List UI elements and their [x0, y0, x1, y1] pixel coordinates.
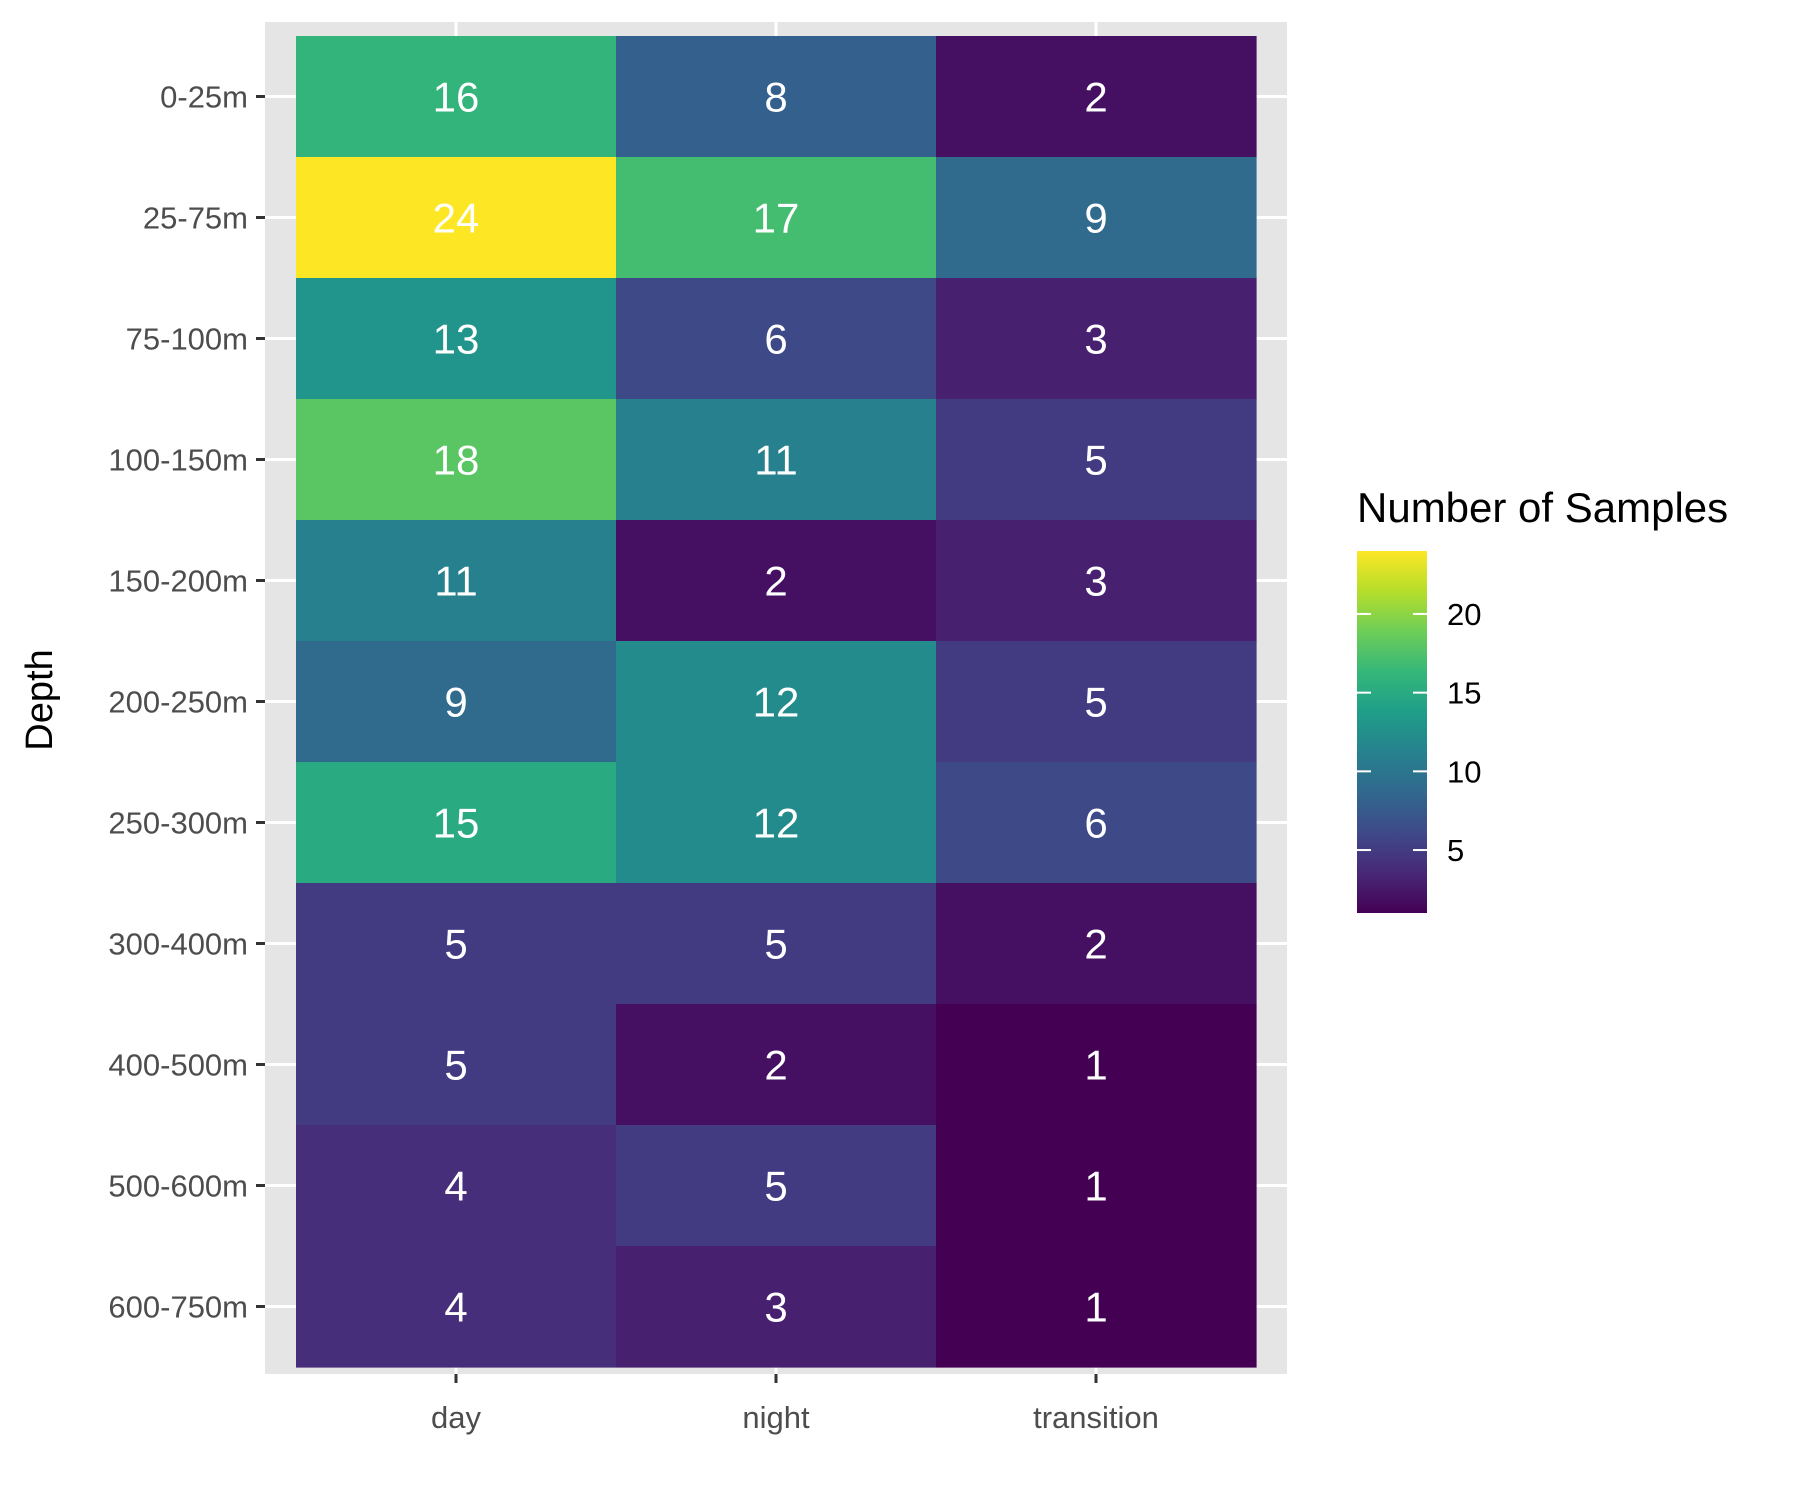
- cell-value-label: 5: [1084, 679, 1107, 726]
- cell-value-label: 4: [444, 1284, 467, 1331]
- y-tick-label: 0-25m: [160, 80, 248, 115]
- heatmap-cell: [936, 520, 1257, 642]
- cell-value-label: 2: [1084, 921, 1107, 968]
- cell-value-label: 5: [764, 921, 787, 968]
- heatmap-cell: [616, 641, 937, 763]
- cell-value-label: 4: [444, 1163, 467, 1210]
- y-tick-label: 300-400m: [108, 927, 248, 962]
- heatmap-cell: [616, 883, 937, 1005]
- x-axis: day night transition: [431, 1374, 1159, 1435]
- cell-value-label: 5: [444, 1042, 467, 1089]
- heatmap-cell: [936, 1246, 1257, 1368]
- cell-value-label: 8: [764, 74, 787, 121]
- cell-value-label: 2: [1084, 74, 1107, 121]
- cell-value-label: 13: [433, 316, 480, 363]
- cell-value-label: 2: [764, 1042, 787, 1089]
- heatmap-cell: [616, 1125, 937, 1247]
- heatmap-cell: [616, 1246, 937, 1368]
- heatmap-cell: [936, 762, 1257, 884]
- cell-value-label: 11: [434, 558, 478, 605]
- y-tick-label: 150-200m: [108, 564, 248, 599]
- cell-value-label: 5: [444, 921, 467, 968]
- legend-title: Number of Samples: [1357, 484, 1728, 531]
- heatmap-cell: [616, 399, 937, 521]
- cell-value-label: 12: [753, 800, 800, 847]
- cell-value-label: 17: [753, 195, 800, 242]
- y-tick-label: 250-300m: [108, 806, 248, 841]
- cell-value-label: 5: [764, 1163, 787, 1210]
- x-tick-label: day: [431, 1400, 481, 1435]
- cell-value-label: 5: [1084, 437, 1107, 484]
- cell-value-label: 1: [1084, 1284, 1107, 1331]
- cell-value-label: 12: [753, 679, 800, 726]
- legend-tick-label: 15: [1447, 676, 1481, 711]
- heatmap-cell: [936, 399, 1257, 521]
- y-tick-label: 200-250m: [108, 685, 248, 720]
- cell-value-label: 15: [433, 800, 480, 847]
- heatmap-cell: [936, 157, 1257, 279]
- heatmap-cell: [296, 278, 617, 400]
- heatmap-cell: [616, 520, 937, 642]
- y-tick-label: 75-100m: [126, 322, 248, 357]
- heatmap-cell: [296, 762, 617, 884]
- cell-value-label: 24: [433, 195, 480, 242]
- heatmap-cell: [296, 1246, 617, 1368]
- y-axis-title: Depth: [19, 649, 61, 750]
- color-legend: Number of Samples 5 10 15 20: [1357, 484, 1728, 913]
- y-tick-label: 600-750m: [108, 1290, 248, 1325]
- cell-value-label: 3: [1084, 558, 1107, 605]
- x-tick-label: night: [742, 1400, 810, 1435]
- cell-value-label: 6: [1084, 800, 1107, 847]
- legend-colorbar: [1357, 551, 1427, 913]
- cell-value-label: 11: [754, 437, 798, 484]
- cell-value-label: 1: [1084, 1042, 1107, 1089]
- heatmap-cell: [616, 278, 937, 400]
- cell-value-label: 2: [764, 558, 787, 605]
- heatmap-cell: [296, 520, 617, 642]
- legend-tick-label: 5: [1447, 833, 1464, 868]
- heatmap-cell: [936, 883, 1257, 1005]
- y-axis: 0-25m 25-75m 75-100m 100-150m 150-200m 200-25…: [108, 80, 265, 1325]
- heatmap-cell: [936, 278, 1257, 400]
- heatmap-cell: [296, 883, 617, 1005]
- heatmap-cell: [616, 762, 937, 884]
- cell-value-label: 3: [764, 1284, 787, 1331]
- cell-value-label: 1: [1084, 1163, 1107, 1210]
- heatmap-cell: [936, 1125, 1257, 1247]
- y-tick-label: 400-500m: [108, 1048, 248, 1083]
- heatmap-cell: [296, 36, 617, 158]
- cell-value-label: 3: [1084, 316, 1107, 363]
- y-tick-label: 500-600m: [108, 1169, 248, 1204]
- heatmap-cell: [296, 641, 617, 763]
- legend-tick-label: 20: [1447, 597, 1481, 632]
- cell-value-label: 18: [433, 437, 480, 484]
- cell-value-label: 9: [444, 679, 467, 726]
- legend-tick-label: 10: [1447, 754, 1481, 789]
- heatmap-cell: [616, 1004, 937, 1126]
- heatmap-cell: [936, 641, 1257, 763]
- heatmap-cell: [936, 1004, 1257, 1126]
- cell-value-label: 16: [433, 74, 480, 121]
- heatmap-cell: [616, 157, 937, 279]
- cell-value-label: 9: [1084, 195, 1107, 242]
- y-tick-label: 25-75m: [143, 201, 248, 236]
- cell-value-labels: 16 8 224 17 913 6 318 11 511 2 39 12 515 12 65 5 25 2 14 5 1…: [433, 74, 1108, 1331]
- heatmap-cell: [296, 157, 617, 279]
- heatmap-cell: [296, 1125, 617, 1247]
- heatmap-cells: [296, 36, 1257, 1368]
- heatmap-cell: [936, 36, 1257, 158]
- heatmap-cell: [296, 1004, 617, 1126]
- x-tick-label: transition: [1033, 1400, 1159, 1435]
- heatmap-cell: [296, 399, 617, 521]
- heatmap-cell: [616, 36, 937, 158]
- y-tick-label: 100-150m: [108, 443, 248, 478]
- cell-value-label: 6: [764, 316, 787, 363]
